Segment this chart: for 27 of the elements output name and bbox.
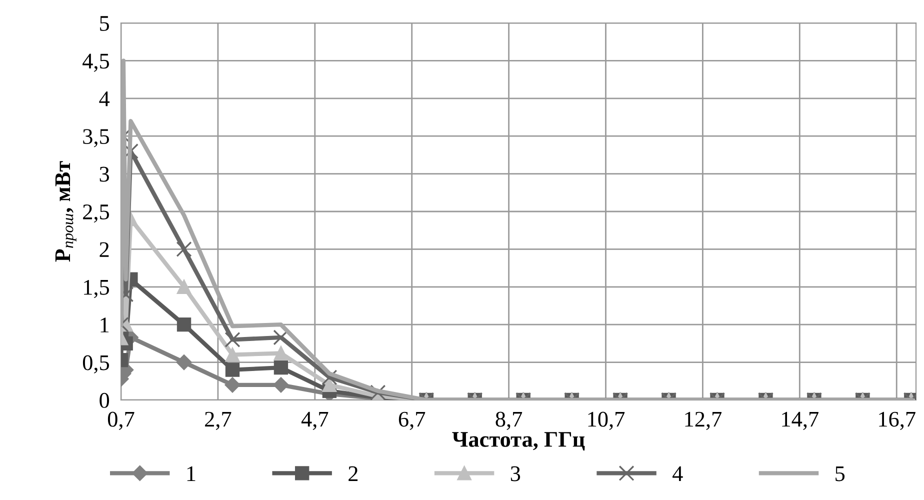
- y-axis-title: P$_{прош}$, мВт: [55, 161, 76, 262]
- x-tick-label: 14,7: [782, 412, 818, 430]
- legend-label: 2: [348, 466, 358, 481]
- y-tick-label: 4: [99, 91, 110, 106]
- y-tick-label: 5: [100, 16, 110, 31]
- x-tick-label: 0,7: [108, 412, 134, 430]
- x-tick-label: 10,7: [588, 412, 625, 430]
- y-tick-label: 1,5: [84, 280, 110, 298]
- y-tick-label: 3: [100, 166, 110, 182]
- y-tick-label: 0: [100, 392, 110, 408]
- x-tick-label: 16,7: [879, 412, 916, 430]
- legend-label: 4: [672, 466, 683, 481]
- x-axis-title: Частота, ГГц: [452, 432, 585, 451]
- y-tick-label: 2,5: [83, 204, 110, 223]
- y-tick-label: 3,5: [83, 129, 110, 148]
- x-tick-label: 4,7: [301, 412, 328, 430]
- legend-label: 5: [836, 466, 845, 482]
- legend-label: 3: [510, 466, 520, 482]
- legend-label: 1: [187, 466, 196, 481]
- x-tick-label: 12,7: [685, 412, 722, 430]
- y-tick-label: 1: [100, 318, 109, 332]
- x-tick-label: 8,7: [496, 412, 522, 430]
- x-tick-label: 2,7: [205, 412, 232, 430]
- x-tick-label: 6,7: [398, 412, 426, 430]
- y-tick-label: 4,5: [82, 54, 110, 72]
- y-tick-label: 0,5: [82, 355, 110, 374]
- y-tick-label: 2: [100, 242, 109, 257]
